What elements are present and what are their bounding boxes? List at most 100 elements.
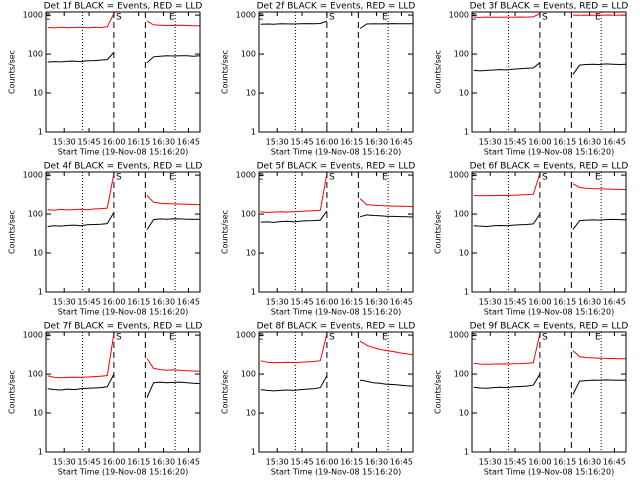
plot-frame [45, 171, 201, 293]
annotation: E [595, 333, 601, 343]
x-tick-label: 15:30 [266, 138, 289, 147]
y-tick-label: 1000 [23, 11, 43, 20]
x-tick-label: 16:00 [528, 298, 551, 307]
series-line [260, 173, 414, 213]
x-tick-label: 16:00 [315, 298, 338, 307]
annotation: E [169, 13, 175, 23]
x-tick-label: 16:15 [340, 298, 363, 307]
annotation: E [595, 173, 601, 183]
x-axis-label: Start Time (19-Nov-08 15:16:20) [484, 468, 614, 477]
series-line [473, 62, 627, 75]
x-axis-label: Start Time (19-Nov-08 15:16:20) [484, 308, 614, 317]
chart-title: Det 1f BLACK = Events, RED = LLD [44, 2, 203, 12]
chart-title: Det 3f BLACK = Events, RED = LLD [470, 2, 629, 12]
x-tick-label: 16:30 [578, 458, 601, 467]
y-tick-label: 1 [38, 128, 43, 137]
annotation: E [169, 333, 175, 343]
chart-title: Det 7f BLACK = Events, RED = LLD [44, 322, 203, 332]
chart-title: Det 9f BLACK = Events, RED = LLD [470, 322, 629, 332]
y-axis-label: Counts/sec [8, 370, 17, 414]
x-axis-label: Start Time (19-Nov-08 15:16:20) [271, 468, 401, 477]
annotation: E [471, 173, 477, 183]
annotation: S [116, 173, 122, 183]
x-axis-label: Start Time (19-Nov-08 15:16:20) [271, 308, 401, 317]
annotation: E [382, 173, 388, 183]
annotation: S [542, 173, 548, 183]
annotation: E [595, 13, 601, 23]
series-line [47, 333, 201, 379]
y-tick-label: 10 [459, 249, 469, 258]
x-tick-label: 15:45 [504, 458, 527, 467]
annotation: S [329, 13, 335, 23]
y-axis-label: Counts/sec [434, 370, 443, 414]
y-tick-label: 10 [33, 249, 43, 258]
y-tick-label: 1 [464, 128, 469, 137]
x-tick-label: 15:45 [291, 138, 314, 147]
x-tick-label: 15:45 [291, 458, 314, 467]
annotation: E [45, 333, 51, 343]
x-tick-label: 16:30 [578, 138, 601, 147]
x-tick-label: 16:00 [315, 138, 338, 147]
x-tick-label: 15:30 [266, 298, 289, 307]
x-tick-label: 16:00 [102, 298, 125, 307]
series-line [47, 212, 201, 230]
x-tick-label: 15:30 [479, 138, 502, 147]
annotation: E [45, 173, 51, 183]
chart-title: Det 5f BLACK = Events, RED = LLD [257, 162, 416, 172]
y-tick-label: 100 [454, 210, 469, 219]
x-tick-label: 15:30 [53, 138, 76, 147]
y-tick-label: 100 [454, 370, 469, 379]
plot-frame [471, 11, 627, 133]
plot-frame [471, 171, 627, 293]
x-tick-label: 16:45 [390, 458, 413, 467]
x-tick-label: 16:45 [177, 138, 200, 147]
x-tick-label: 15:45 [78, 298, 101, 307]
annotation: S [116, 333, 122, 343]
y-axis-label: Counts/sec [221, 370, 230, 414]
x-tick-label: 16:00 [528, 138, 551, 147]
x-tick-label: 15:30 [479, 458, 502, 467]
y-tick-label: 1 [251, 128, 256, 137]
y-tick-label: 10 [246, 249, 256, 258]
y-tick-label: 1 [38, 288, 43, 297]
x-tick-label: 15:45 [291, 298, 314, 307]
x-tick-label: 16:30 [152, 138, 175, 147]
y-axis-label: Counts/sec [221, 50, 230, 94]
y-tick-label: 100 [28, 370, 43, 379]
y-tick-label: 1000 [449, 11, 469, 20]
series-line [47, 52, 201, 64]
annotation: E [471, 333, 477, 343]
x-tick-label: 15:45 [504, 298, 527, 307]
y-axis-label: Counts/sec [8, 210, 17, 254]
chart-title: Det 2f BLACK = Events, RED = LLD [257, 2, 416, 12]
x-tick-label: 16:45 [177, 298, 200, 307]
annotation: S [329, 333, 335, 343]
x-tick-label: 16:00 [315, 458, 338, 467]
x-tick-label: 16:45 [603, 138, 626, 147]
chart-title: Det 8f BLACK = Events, RED = LLD [257, 322, 416, 332]
y-tick-label: 1 [38, 448, 43, 457]
y-tick-label: 1000 [23, 331, 43, 340]
annotation: E [382, 333, 388, 343]
plot-frame [258, 171, 414, 293]
y-tick-label: 1 [464, 448, 469, 457]
x-axis-label: Start Time (19-Nov-08 15:16:20) [271, 148, 401, 157]
plot-frame [258, 11, 414, 133]
x-tick-label: 16:45 [177, 458, 200, 467]
y-tick-label: 1 [251, 448, 256, 457]
x-tick-label: 16:30 [152, 458, 175, 467]
y-tick-label: 1 [251, 288, 256, 297]
x-tick-label: 16:00 [528, 458, 551, 467]
series-line [47, 13, 201, 29]
series-line [47, 373, 201, 398]
series-line [473, 333, 627, 365]
x-tick-label: 16:15 [340, 138, 363, 147]
y-axis-label: Counts/sec [8, 50, 17, 94]
x-tick-label: 16:45 [390, 138, 413, 147]
x-axis-label: Start Time (19-Nov-08 15:16:20) [484, 148, 614, 157]
y-tick-label: 1000 [236, 11, 256, 20]
plot-frame [258, 331, 414, 453]
x-axis-label: Start Time (19-Nov-08 15:16:20) [58, 308, 188, 317]
annotation: S [116, 13, 122, 23]
annotation: E [258, 333, 264, 343]
